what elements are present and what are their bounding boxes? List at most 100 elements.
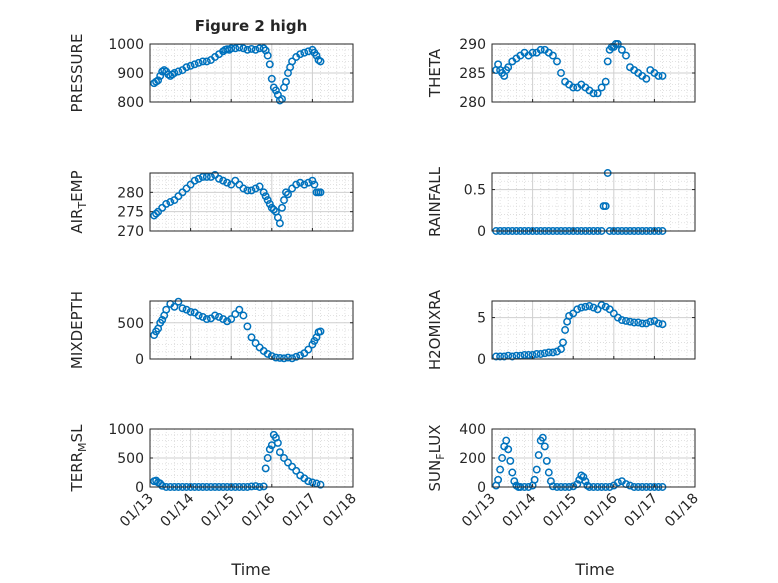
h2omixra-data-point xyxy=(581,302,590,311)
mixdepth-data-point xyxy=(178,304,187,313)
sun_flux-y-axis-label: SUNFLUX xyxy=(426,425,447,492)
terr_msl-data-point xyxy=(288,462,297,471)
pressure-data-point xyxy=(190,60,199,69)
h2omixra-data-point xyxy=(544,348,553,357)
h2omixra-data-point xyxy=(642,319,651,328)
air_temp-data-point xyxy=(235,180,244,189)
air_temp-data-point xyxy=(292,180,301,189)
theta-y-tick-label: 285 xyxy=(459,66,486,82)
mixdepth-data-point xyxy=(251,339,260,348)
air_temp-data-point xyxy=(206,172,215,181)
h2omixra-data-point xyxy=(593,305,602,314)
pressure-data-point xyxy=(202,57,211,66)
pressure-data-point xyxy=(194,58,203,67)
pressure-data-point xyxy=(154,76,163,85)
air_temp-y-tick-label: 280 xyxy=(117,185,144,201)
mixdepth-data-point xyxy=(194,311,203,320)
terr_msl-data-point xyxy=(280,454,288,462)
air_temp-data-point xyxy=(308,176,317,185)
air_temp-y-tick-label: 275 xyxy=(117,205,144,221)
sun_flux-data-point xyxy=(498,454,507,462)
sun_flux-x-tick-label: 01/14 xyxy=(500,490,540,530)
mixdepth-data-point xyxy=(292,352,301,361)
theta-panel: 280 285 290 THETA xyxy=(426,37,696,111)
mixdepth-data-point xyxy=(235,305,244,314)
mixdepth-data-point xyxy=(231,310,240,319)
air_temp-data-point xyxy=(215,174,223,183)
h2omixra-data-point xyxy=(500,352,509,361)
sun_flux-data-point xyxy=(538,433,547,442)
terr_msl-data-point xyxy=(273,438,282,447)
sun_flux-x-tick-label: 01/15 xyxy=(540,491,580,531)
h2omixra-data-point xyxy=(561,326,570,334)
air_temp-data-point xyxy=(243,186,252,195)
h2omixra-data-point xyxy=(654,319,663,328)
air_temp-data-point xyxy=(170,196,179,205)
sun_flux-data-point xyxy=(579,472,588,481)
h2omixra-data-point xyxy=(532,350,541,358)
terr_msl-data-point xyxy=(261,464,270,473)
h2omixra-data-point xyxy=(605,305,614,314)
rainfall-y-tick-label: 0.5 xyxy=(464,183,486,199)
terr_msl-data-point xyxy=(275,448,284,457)
air_temp-data-point xyxy=(158,203,167,212)
h2omixra-data-point xyxy=(540,349,549,358)
mixdepth-data-point xyxy=(288,354,297,363)
mixdepth-y-axis-label: MIXDEPTH xyxy=(68,291,86,369)
pressure-y-tick-label: 800 xyxy=(117,95,144,111)
air_temp-data-point xyxy=(211,170,219,179)
theta-data-point xyxy=(593,89,602,98)
pressure-data-point xyxy=(247,44,256,53)
mixdepth-axes-box xyxy=(149,300,354,360)
terr_msl-y-tick-label: 1000 xyxy=(108,422,144,438)
h2omixra-y-tick-label: 0 xyxy=(477,352,486,368)
air_temp-axes-box xyxy=(149,172,354,232)
mixdepth-panel: 0 500 MIXDEPTH xyxy=(68,291,354,369)
pressure-y-tick-label: 900 xyxy=(117,66,144,82)
air_temp-data-point xyxy=(162,199,171,208)
pressure-data-point xyxy=(282,77,290,86)
sun_flux-y-tick-label: 200 xyxy=(459,451,486,467)
terr_msl-x-tick-label: 01/14 xyxy=(158,490,198,530)
terr_msl-y-tick-label: 500 xyxy=(117,451,144,467)
figure-title: Figure 2 high xyxy=(195,17,308,35)
sun_flux-data-point xyxy=(530,475,539,484)
h2omixra-data-point xyxy=(585,302,594,310)
theta-y-tick-label: 280 xyxy=(459,95,486,111)
terr_msl-data-point xyxy=(292,466,301,475)
air_temp-data-point xyxy=(174,192,183,201)
pressure-data-point xyxy=(296,50,305,59)
h2omixra-plot-area xyxy=(492,301,695,359)
sun_flux-data-point xyxy=(544,468,553,477)
h2omixra-axes-box xyxy=(491,300,696,360)
air_temp-data-point xyxy=(263,196,272,205)
pressure-data-point xyxy=(271,86,280,95)
air_temp-data-point xyxy=(247,186,256,195)
air_temp-data-point xyxy=(265,199,274,208)
h2omixra-data-point xyxy=(508,352,517,361)
h2omixra-data-point xyxy=(559,338,567,347)
mixdepth-y-tick-label: 0 xyxy=(135,352,144,368)
mixdepth-data-point xyxy=(162,305,171,314)
mixdepth-data-point xyxy=(243,322,252,331)
air_temp-data-point xyxy=(284,190,292,199)
terr_msl-data-point xyxy=(316,480,325,489)
air_temp-data-point xyxy=(239,184,248,193)
theta-data-point xyxy=(589,89,598,98)
pressure-data-point xyxy=(156,71,165,80)
sun_flux-data-point xyxy=(534,451,543,460)
mixdepth-data-point xyxy=(211,311,219,320)
air_temp-data-point xyxy=(152,209,161,218)
pressure-data-point xyxy=(243,45,252,54)
h2omixra-data-point xyxy=(630,318,639,327)
h2omixra-data-point xyxy=(622,316,630,325)
theta-data-point xyxy=(603,57,612,66)
h2omixra-data-point xyxy=(492,352,501,361)
air_temp-data-point xyxy=(278,203,286,212)
mixdepth-data-point xyxy=(223,317,232,326)
x-axis-label-left: Time xyxy=(230,560,270,579)
mixdepth-data-point xyxy=(202,315,211,324)
air_temp-data-point xyxy=(182,184,191,193)
theta-data-point xyxy=(569,83,578,92)
sun_flux-data-point xyxy=(510,477,519,486)
